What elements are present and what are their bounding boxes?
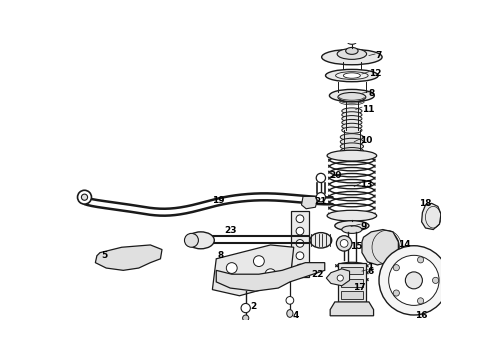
Ellipse shape bbox=[393, 290, 399, 296]
Text: 14: 14 bbox=[397, 240, 410, 249]
Text: 9: 9 bbox=[361, 222, 367, 231]
Ellipse shape bbox=[77, 190, 92, 204]
Bar bbox=[341, 279, 363, 287]
Ellipse shape bbox=[342, 116, 362, 122]
Ellipse shape bbox=[243, 315, 249, 321]
Text: 13: 13 bbox=[361, 180, 373, 189]
Ellipse shape bbox=[340, 143, 364, 150]
Ellipse shape bbox=[405, 272, 422, 289]
Ellipse shape bbox=[187, 232, 214, 249]
Text: 6: 6 bbox=[368, 266, 374, 275]
Ellipse shape bbox=[296, 239, 304, 247]
Ellipse shape bbox=[336, 236, 352, 251]
Ellipse shape bbox=[316, 173, 325, 183]
Text: 8: 8 bbox=[369, 89, 375, 98]
Polygon shape bbox=[212, 245, 294, 296]
Ellipse shape bbox=[184, 233, 198, 247]
Ellipse shape bbox=[394, 245, 398, 249]
Ellipse shape bbox=[265, 269, 276, 280]
Ellipse shape bbox=[226, 263, 237, 274]
Ellipse shape bbox=[385, 234, 389, 238]
Text: 17: 17 bbox=[353, 283, 365, 292]
Ellipse shape bbox=[383, 272, 391, 281]
Ellipse shape bbox=[342, 120, 362, 126]
Ellipse shape bbox=[347, 39, 357, 44]
Text: 8: 8 bbox=[218, 251, 224, 260]
Ellipse shape bbox=[329, 89, 374, 102]
Text: 21: 21 bbox=[314, 197, 326, 206]
Bar bbox=[341, 266, 363, 274]
Ellipse shape bbox=[417, 257, 424, 263]
Ellipse shape bbox=[336, 72, 368, 80]
Bar bbox=[338, 264, 366, 302]
Ellipse shape bbox=[345, 48, 358, 54]
Ellipse shape bbox=[340, 148, 364, 154]
Bar bbox=[341, 291, 363, 299]
Ellipse shape bbox=[296, 264, 304, 272]
Ellipse shape bbox=[342, 112, 362, 118]
Ellipse shape bbox=[393, 265, 399, 271]
Ellipse shape bbox=[327, 150, 377, 161]
Ellipse shape bbox=[241, 303, 250, 313]
Ellipse shape bbox=[286, 297, 294, 304]
Ellipse shape bbox=[327, 210, 377, 221]
Ellipse shape bbox=[81, 194, 88, 200]
Ellipse shape bbox=[340, 138, 364, 145]
Text: 20: 20 bbox=[329, 171, 342, 180]
Polygon shape bbox=[96, 245, 162, 270]
Ellipse shape bbox=[417, 298, 424, 304]
Ellipse shape bbox=[380, 239, 394, 256]
Text: 22: 22 bbox=[311, 270, 323, 279]
Polygon shape bbox=[362, 230, 398, 265]
Text: 18: 18 bbox=[419, 199, 432, 208]
Text: 11: 11 bbox=[362, 105, 374, 114]
Ellipse shape bbox=[379, 246, 449, 315]
Polygon shape bbox=[326, 269, 349, 286]
Ellipse shape bbox=[342, 108, 362, 114]
Bar bbox=[291, 211, 309, 276]
Ellipse shape bbox=[310, 233, 332, 248]
Ellipse shape bbox=[335, 221, 369, 231]
Ellipse shape bbox=[338, 93, 366, 102]
Ellipse shape bbox=[342, 226, 362, 233]
Text: 10: 10 bbox=[361, 136, 373, 145]
Ellipse shape bbox=[342, 127, 362, 133]
Ellipse shape bbox=[296, 227, 304, 235]
Ellipse shape bbox=[340, 239, 348, 247]
Ellipse shape bbox=[342, 123, 362, 130]
Ellipse shape bbox=[340, 134, 364, 141]
Text: 2: 2 bbox=[250, 302, 257, 311]
Polygon shape bbox=[330, 302, 373, 316]
Ellipse shape bbox=[296, 215, 304, 222]
Text: 16: 16 bbox=[415, 311, 427, 320]
Ellipse shape bbox=[253, 256, 264, 266]
Text: 12: 12 bbox=[369, 69, 381, 78]
Ellipse shape bbox=[385, 257, 389, 261]
Text: 1: 1 bbox=[367, 263, 373, 272]
Ellipse shape bbox=[433, 277, 439, 283]
Ellipse shape bbox=[287, 310, 293, 317]
Ellipse shape bbox=[321, 49, 382, 65]
Text: 19: 19 bbox=[212, 195, 225, 204]
Ellipse shape bbox=[337, 275, 343, 281]
Text: 7: 7 bbox=[375, 51, 382, 60]
Ellipse shape bbox=[337, 49, 367, 59]
Text: 23: 23 bbox=[224, 226, 237, 235]
Ellipse shape bbox=[316, 193, 325, 202]
Ellipse shape bbox=[374, 232, 399, 263]
Text: 15: 15 bbox=[349, 242, 362, 251]
Text: 5: 5 bbox=[101, 251, 108, 260]
Text: 4: 4 bbox=[292, 311, 298, 320]
Ellipse shape bbox=[389, 255, 439, 305]
Polygon shape bbox=[421, 203, 441, 230]
Polygon shape bbox=[301, 197, 317, 209]
Ellipse shape bbox=[325, 69, 378, 82]
Ellipse shape bbox=[296, 252, 304, 260]
Ellipse shape bbox=[375, 245, 379, 249]
Polygon shape bbox=[216, 263, 325, 291]
Ellipse shape bbox=[242, 276, 253, 287]
Ellipse shape bbox=[343, 73, 361, 78]
